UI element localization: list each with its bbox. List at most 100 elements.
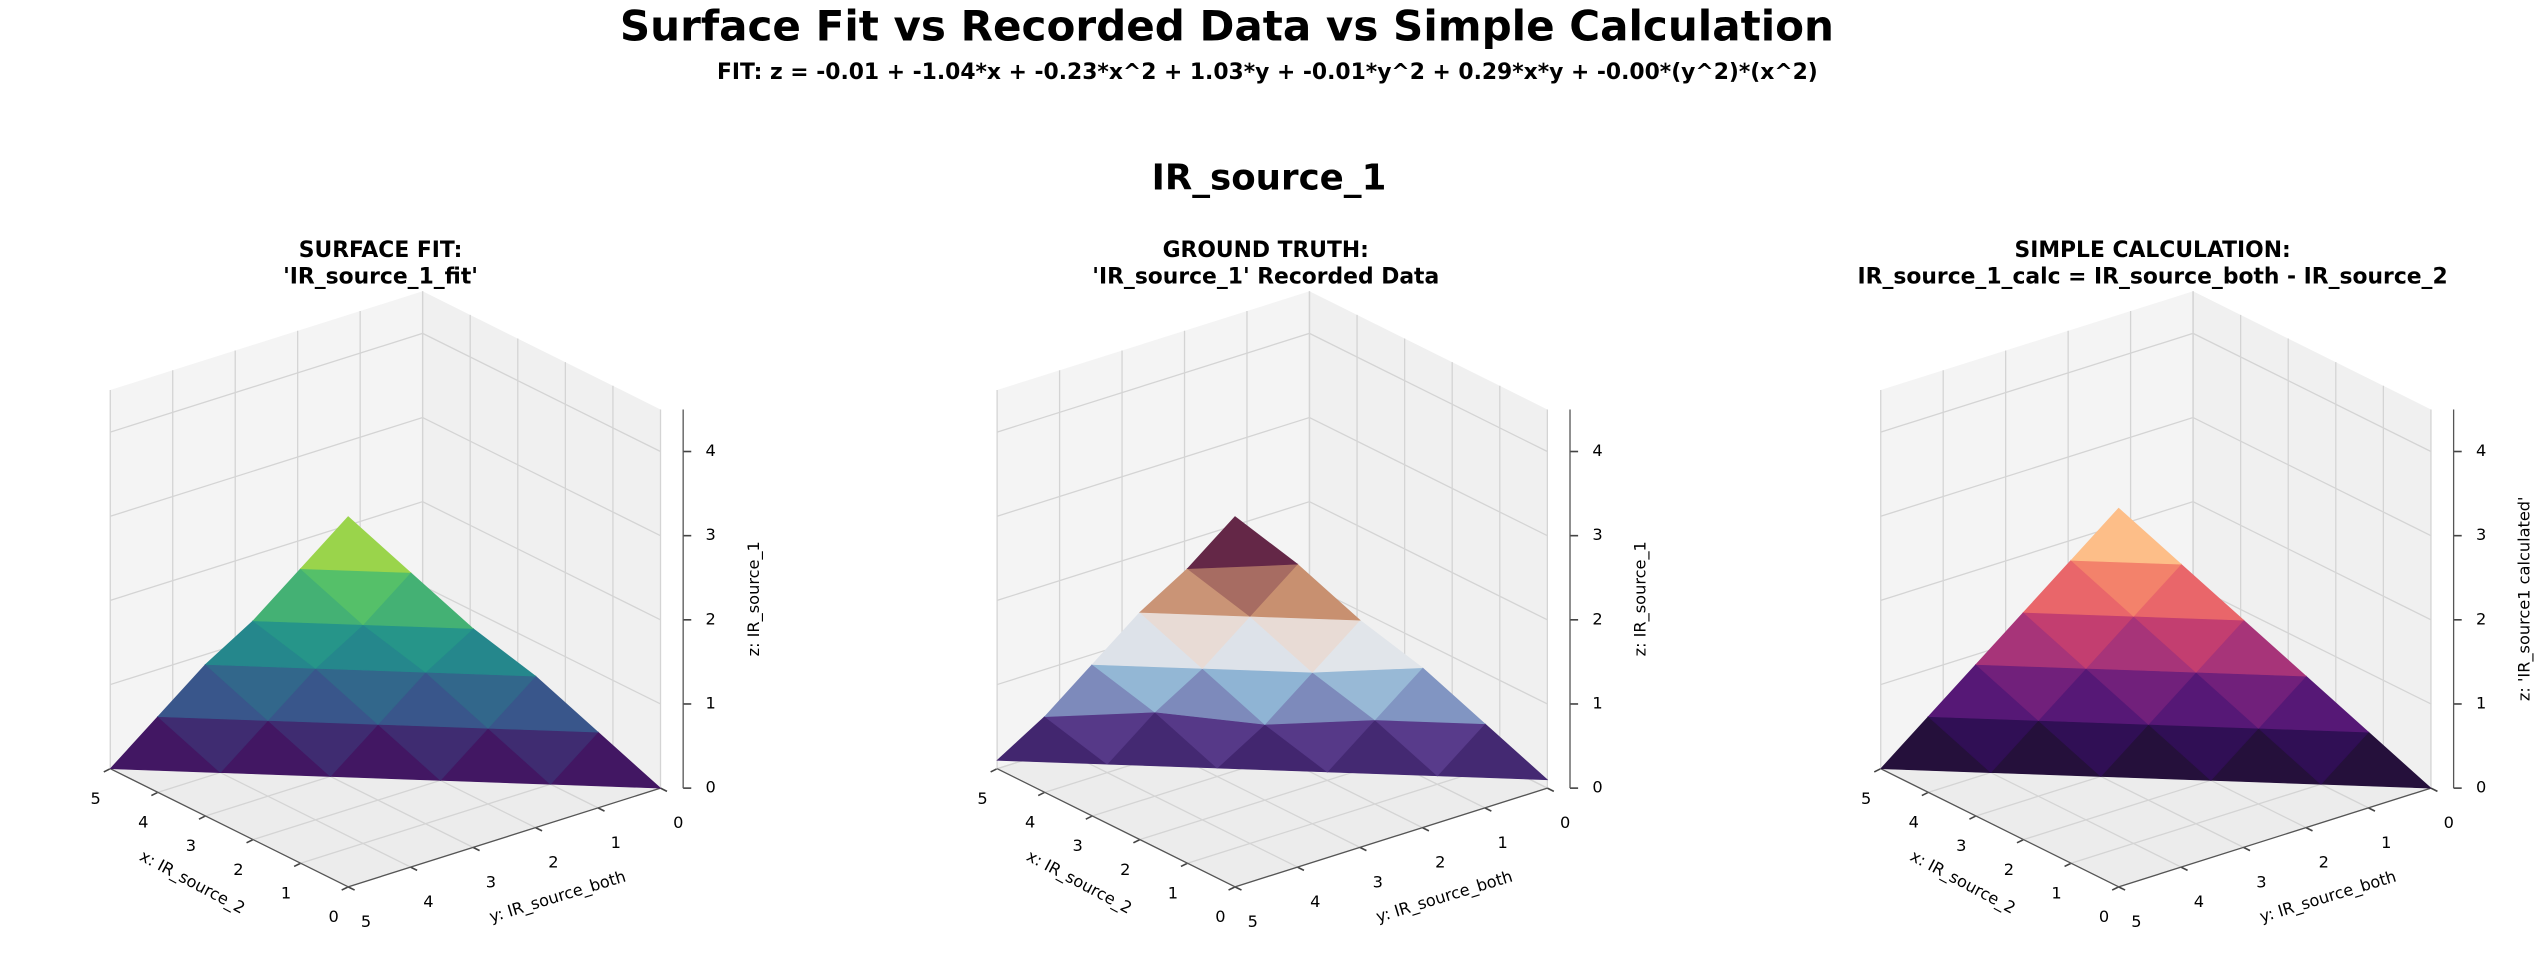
z-tick-label: 3: [2476, 525, 2486, 544]
y-tick-label: 5: [361, 912, 371, 931]
tick-mark: [1359, 846, 1367, 852]
x-axis-label: x: IR_source_2: [1907, 846, 2019, 918]
tick-mark: [2368, 807, 2376, 812]
x-axis-label: x: IR_source_2: [1023, 846, 1135, 918]
z-tick-label: 2: [2476, 609, 2486, 628]
x-axis-label: x: IR_source_2: [136, 846, 248, 918]
x-tick-label: 1: [1168, 883, 1178, 902]
x-tick-label: 0: [328, 907, 338, 926]
z-tick-label: 1: [1592, 693, 1602, 712]
y-tick-label: 5: [1248, 912, 1258, 931]
subplot-title: IR_source_1_calc = IR_source_both - IR_s…: [1858, 265, 2448, 290]
grid-line: [996, 332, 1548, 453]
z-tick-label: 1: [706, 693, 716, 712]
z-tick-label: 3: [706, 525, 716, 544]
y-tick-label: 4: [2194, 892, 2204, 911]
surface-face: [1186, 516, 1299, 570]
tick-mark: [2016, 838, 2024, 844]
tick-mark: [660, 787, 668, 793]
tick-mark: [341, 886, 349, 891]
axis-line: [109, 768, 349, 888]
fit-formula: FIT: z = -0.01 + -1.04*x + -0.23*x^2 + 1…: [717, 60, 1818, 85]
tick-mark: [1873, 767, 1882, 773]
grid-line: [110, 332, 661, 453]
z-tick-label: 1: [2476, 693, 2486, 712]
x-tick-label: 3: [186, 836, 196, 855]
y-axis-label: y: IR_source_both: [2257, 867, 2398, 928]
y-tick-label: 2: [548, 853, 558, 872]
y-tick-label: 1: [2381, 833, 2391, 852]
subplot-title: SIMPLE CALCULATION:: [2015, 238, 2291, 263]
tick-mark: [2180, 866, 2188, 872]
z-tick-label: 0: [1592, 778, 1602, 797]
tick-mark: [246, 838, 254, 844]
z-tick-label: 2: [1592, 609, 1602, 628]
z-tick-label: 4: [1592, 441, 1602, 460]
z-tick-label: 2: [706, 609, 716, 628]
tick-mark: [2305, 826, 2313, 832]
x-tick-label: 0: [1215, 907, 1225, 926]
subplot: SIMPLE CALCULATION:IR_source_1_calc = IR…: [1858, 238, 2535, 931]
x-tick-label: 2: [1120, 860, 1130, 879]
tick-mark: [198, 815, 206, 820]
grid-line: [110, 416, 661, 537]
tick-mark: [1921, 791, 1929, 797]
y-tick-label: 3: [1373, 872, 1383, 891]
y-tick-label: 4: [423, 892, 433, 911]
x-tick-label: 5: [91, 789, 101, 808]
y-tick-label: 4: [1310, 892, 1320, 911]
grid-line: [996, 416, 1548, 537]
tick-mark: [347, 886, 356, 891]
x-tick-label: 5: [977, 789, 987, 808]
tick-mark: [1085, 815, 1093, 820]
axis-line: [1234, 787, 1548, 888]
z-tick-label: 3: [1592, 525, 1602, 544]
z-tick-label: 0: [706, 778, 716, 797]
grid-line: [1880, 500, 2432, 621]
group-title: IR_source_1: [1152, 158, 1387, 199]
x-tick-label: 5: [1861, 789, 1871, 808]
subplot-title: SURFACE FIT:: [299, 238, 463, 263]
x-tick-label: 3: [1073, 836, 1083, 855]
surface-face: [2070, 507, 2182, 565]
axis-line: [347, 787, 661, 888]
tick-mark: [535, 826, 543, 832]
tick-mark: [1037, 791, 1046, 797]
tick-mark: [1484, 807, 1492, 812]
subplot-title: GROUND TRUTH:: [1163, 238, 1369, 263]
x-tick-label: 4: [1025, 813, 1035, 832]
y-tick-label: 3: [2256, 872, 2266, 891]
grid-line: [110, 500, 661, 621]
tick-mark: [1133, 838, 1141, 844]
tick-mark: [410, 866, 418, 872]
tick-mark: [1546, 787, 1555, 793]
figure-title: Surface Fit vs Recorded Data vs Simple C…: [620, 2, 1834, 51]
subplot: GROUND TRUTH:'IR_source_1' Recorded Data…: [977, 238, 1650, 931]
z-axis-label: z: IR_source_1: [1631, 541, 1651, 656]
tick-mark: [2064, 862, 2072, 868]
grid-line: [1880, 416, 2432, 537]
x-tick-label: 1: [2051, 883, 2061, 902]
tick-mark: [1234, 886, 1242, 891]
tick-mark: [2118, 886, 2126, 891]
surface-face: [299, 516, 412, 573]
axis-line: [2118, 787, 2432, 888]
y-tick-label: 1: [1498, 833, 1508, 852]
tick-mark: [990, 767, 998, 773]
y-tick-label: 0: [1560, 813, 1570, 832]
y-tick-label: 1: [611, 833, 621, 852]
subplot-title: 'IR_source_1' Recorded Data: [1092, 265, 1439, 290]
y-tick-label: 5: [2131, 912, 2141, 931]
tick-mark: [103, 767, 111, 773]
z-axis-label: z: IR_source_1: [744, 541, 764, 656]
tick-mark: [151, 791, 159, 797]
y-tick-label: 0: [2444, 813, 2454, 832]
subplot: SURFACE FIT:'IR_source_1_fit' 0 1 2 3 4 5 0 1 2 3 4…: [91, 238, 764, 931]
grid-line: [1880, 332, 2432, 453]
x-tick-label: 4: [1909, 813, 1919, 832]
x-tick-label: 2: [2004, 860, 2014, 879]
z-tick-label: 4: [2476, 441, 2486, 460]
tick-mark: [1297, 866, 1305, 872]
